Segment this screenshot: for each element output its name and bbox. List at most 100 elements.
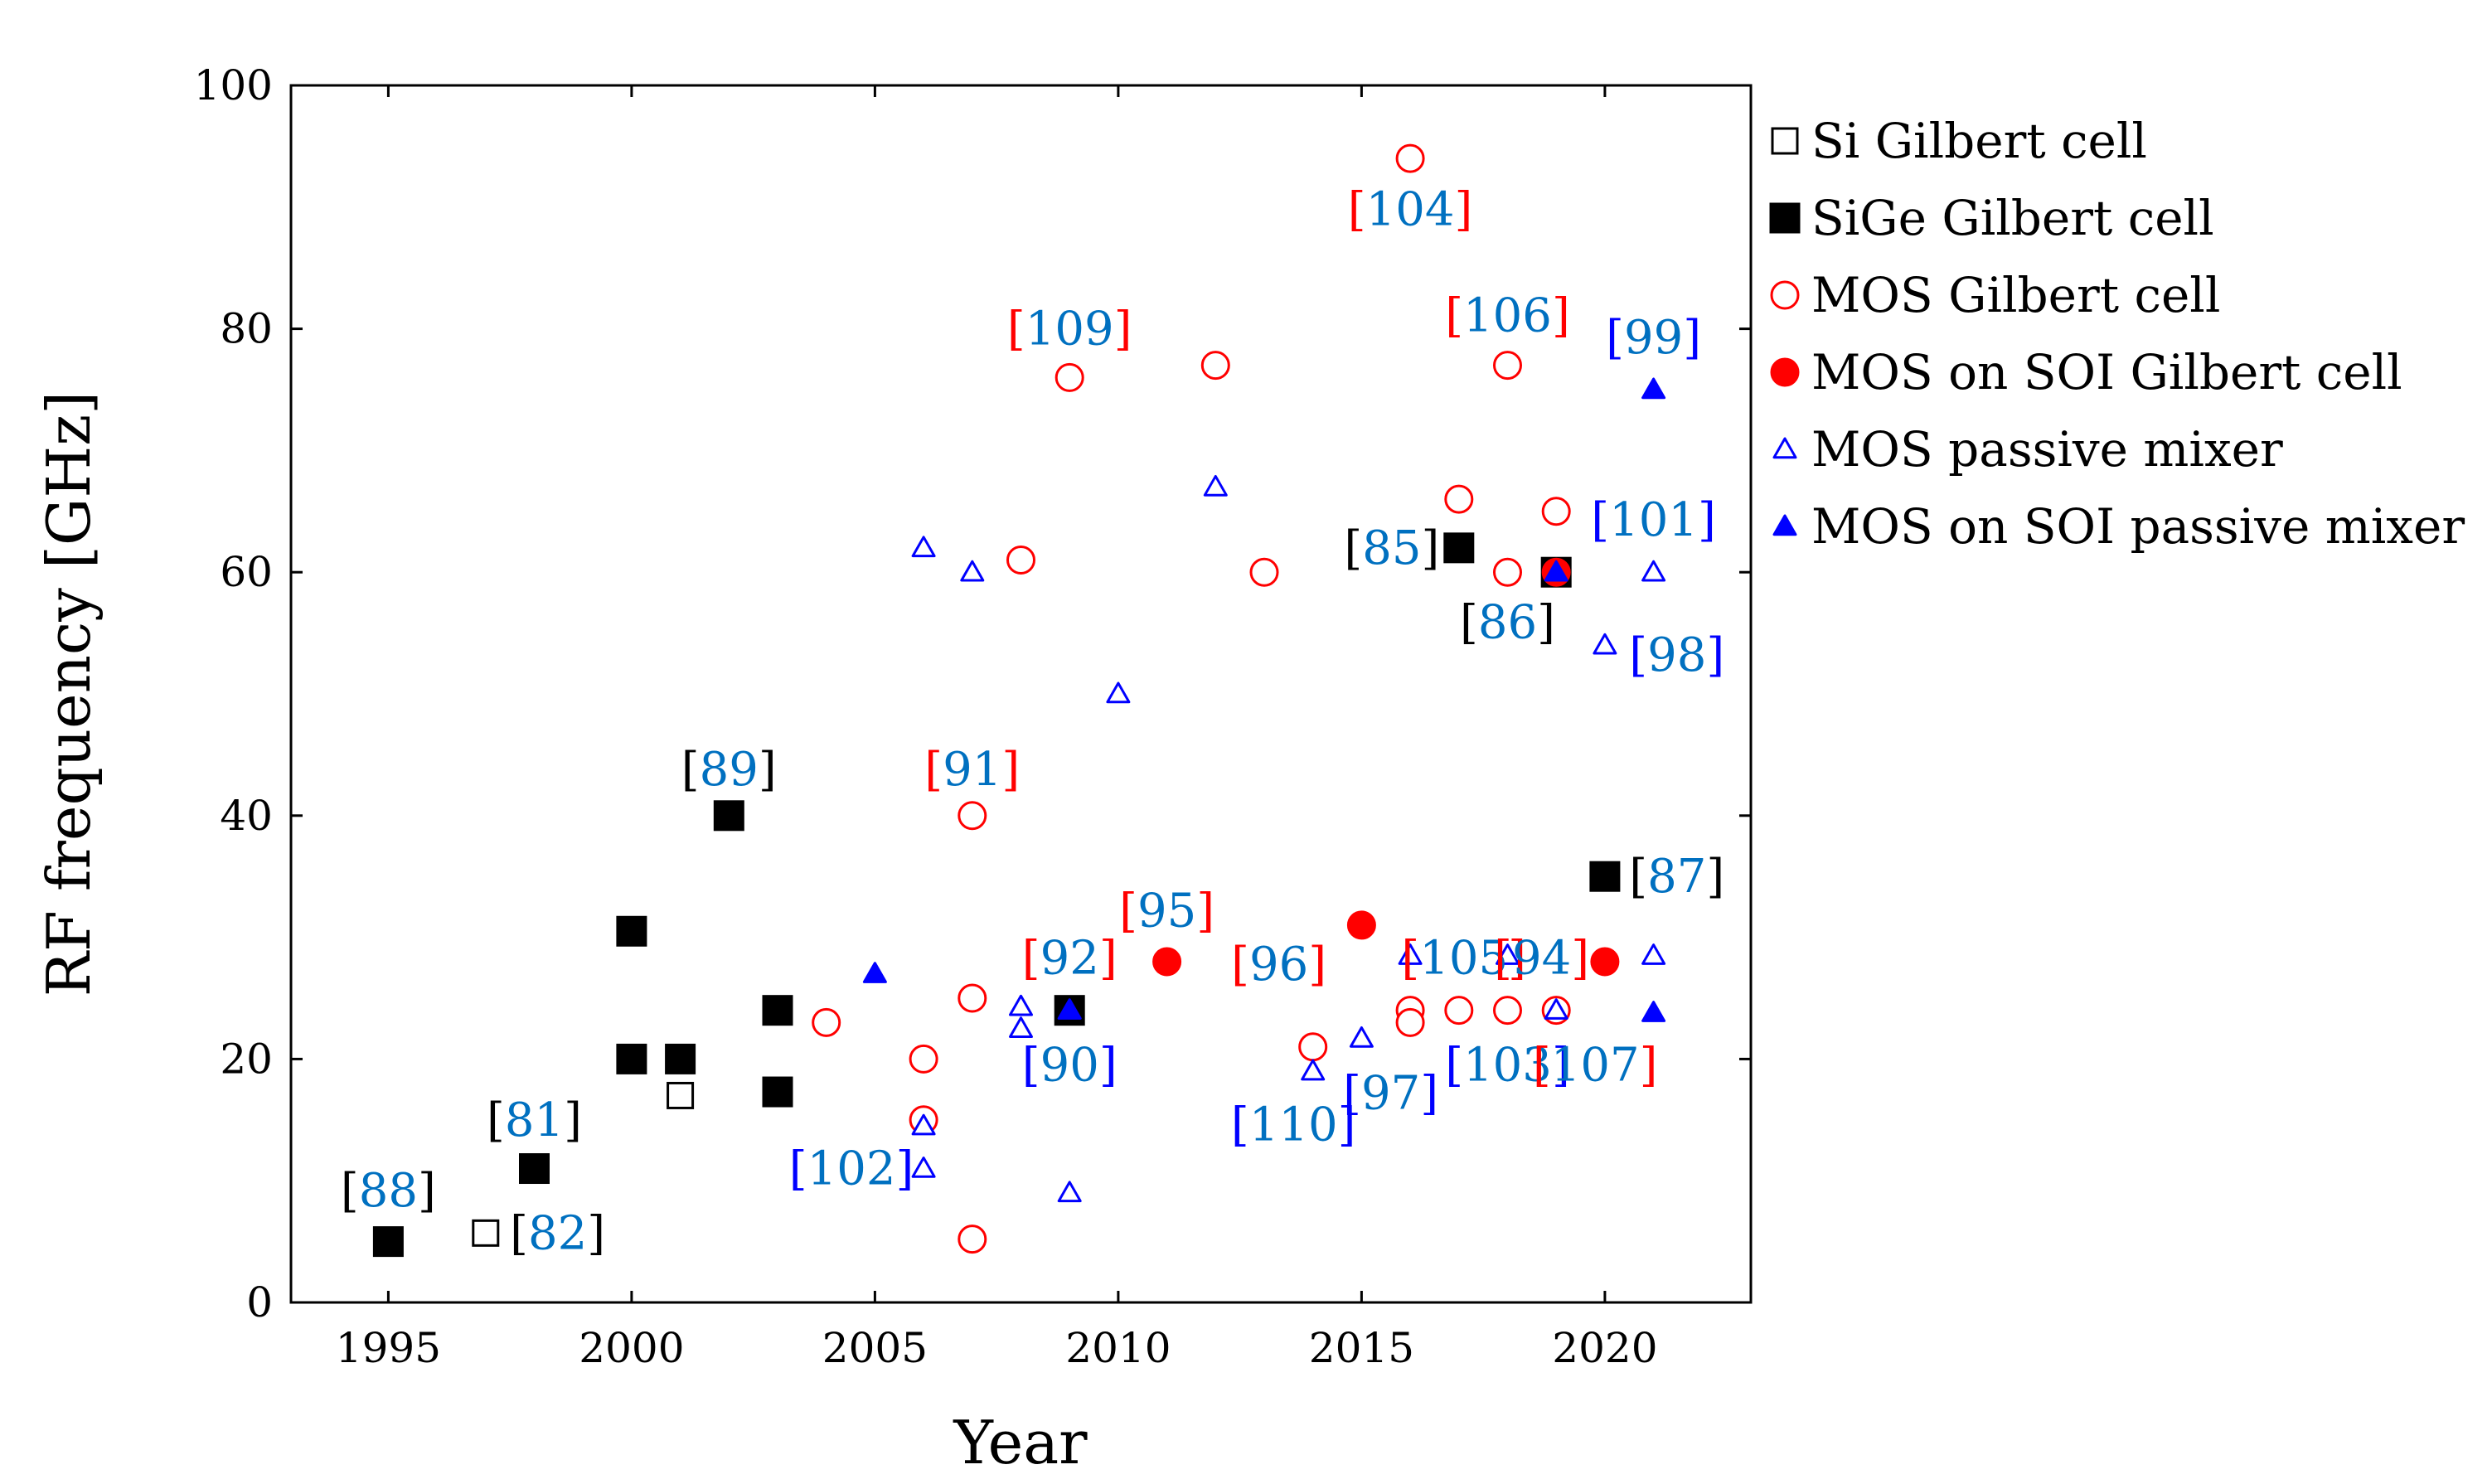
- data-point: [1395, 143, 1425, 173]
- data-point: [616, 915, 647, 947]
- citation-label: [110]: [1231, 1098, 1356, 1152]
- legend-item: SiGe Gilbert cell: [1769, 190, 2214, 246]
- x-tick-label: 1995: [336, 1324, 441, 1372]
- data-point: [960, 560, 985, 582]
- legend-marker: [1771, 127, 1799, 155]
- data-point: [1346, 910, 1376, 940]
- data-point: [1249, 557, 1279, 587]
- data-point: [1496, 943, 1520, 965]
- data-point: [911, 1113, 936, 1136]
- data-point: [1057, 998, 1082, 1020]
- citation-label: [88]: [341, 1164, 436, 1218]
- data-point: [909, 1044, 938, 1074]
- y-tick-label: 100: [194, 61, 273, 109]
- data-point: [1544, 998, 1568, 1020]
- citation-label: [95]: [1119, 884, 1214, 938]
- data-point: [762, 1076, 793, 1108]
- data-point: [1641, 943, 1666, 965]
- citation-label: [86]: [1460, 595, 1555, 649]
- legend-label: Si Gilbert cell: [1811, 113, 2147, 169]
- citation-label: [98]: [1629, 628, 1724, 682]
- legend-label: MOS Gilbert cell: [1811, 267, 2220, 323]
- x-tick-label: 2020: [1552, 1324, 1657, 1372]
- x-tick-label: 2000: [579, 1324, 684, 1372]
- data-point: [1298, 1032, 1328, 1062]
- citation-label: [89]: [681, 743, 777, 797]
- legend: Si Gilbert cell SiGe Gilbert cell MOS Gilb…: [1769, 113, 2465, 555]
- data-point: [911, 1157, 936, 1178]
- legend-item: MOS passive mixer: [1772, 421, 2283, 478]
- citation-label: [106]: [1445, 289, 1570, 342]
- legend-marker: [1770, 357, 1800, 387]
- citation-label: [81]: [487, 1094, 582, 1147]
- citation-label: [82]: [510, 1206, 605, 1260]
- citation-label: [90]: [1022, 1039, 1118, 1093]
- data-point: [616, 1043, 647, 1074]
- data-point: [519, 1153, 550, 1185]
- data-point: [1200, 351, 1230, 381]
- citation-label: [99]: [1606, 311, 1701, 365]
- data-point: [1444, 484, 1474, 514]
- series-si-gilbert-cell: [472, 1081, 695, 1247]
- data-point: [1006, 546, 1035, 575]
- legend-item: MOS Gilbert cell: [1770, 267, 2220, 323]
- data-point: [958, 983, 987, 1013]
- x-axis: 1995 2000 2005 2010 2015 2020: [336, 85, 1658, 1372]
- x-axis-title: Year: [953, 1408, 1088, 1477]
- citation-label: [105]: [1401, 932, 1526, 986]
- series-mos-passive-mixer: [911, 474, 1666, 1203]
- data-point: [1203, 474, 1228, 497]
- data-point: [1443, 532, 1475, 564]
- y-tick-label: 80: [220, 305, 273, 353]
- y-tick-label: 60: [220, 548, 273, 596]
- citation-label: [92]: [1022, 932, 1118, 986]
- series-sige-gilbert-cell: [372, 532, 1621, 1258]
- data-point: [1398, 943, 1423, 965]
- data-point: [1641, 560, 1666, 582]
- citation-label: [91]: [924, 743, 1020, 797]
- data-point: [1641, 377, 1666, 400]
- citation-label: [87]: [1629, 850, 1724, 904]
- data-point: [1493, 557, 1522, 587]
- data-point: [958, 801, 987, 831]
- data-point: [1152, 947, 1182, 977]
- data-point: [1349, 1026, 1374, 1048]
- citation-label: [96]: [1231, 938, 1326, 992]
- data-point: [1009, 1016, 1033, 1038]
- series-mos-on-soi-passive-mixer: [862, 377, 1666, 1022]
- legend-label: MOS on SOI Gilbert cell: [1811, 344, 2402, 400]
- data-point: [667, 1081, 695, 1109]
- data-point: [1395, 1007, 1425, 1037]
- data-point: [911, 536, 936, 558]
- data-point: [762, 995, 793, 1026]
- legend-marker: [1772, 514, 1797, 536]
- data-point: [1493, 351, 1522, 381]
- citation-label: [107]: [1533, 1039, 1658, 1093]
- data-point: [958, 1225, 987, 1254]
- data-point: [1590, 947, 1620, 977]
- data-point: [665, 1043, 696, 1074]
- series-mos-gilbert-cell: [812, 143, 1571, 1254]
- data-point: [1444, 996, 1474, 1026]
- citation-label: [94]: [1494, 932, 1589, 986]
- plot-frame: [289, 84, 1753, 1304]
- data-point: [372, 1226, 404, 1258]
- y-axis-title: RF frequency [GHz]: [34, 391, 104, 997]
- plot-marks: [372, 143, 1666, 1258]
- data-point: [1054, 362, 1084, 392]
- y-tick-label: 40: [220, 792, 273, 840]
- annotations: [88] [82] [81] [89] [102] [91] [109] [92] [90] [9…: [341, 183, 1724, 1261]
- data-point: [1641, 1001, 1666, 1022]
- data-point: [713, 800, 744, 832]
- citation-label: [102]: [789, 1142, 914, 1196]
- citation-label: [101]: [1591, 493, 1716, 547]
- y-axis: 0 20 40 60 80 100: [194, 61, 1751, 1326]
- legend-label: MOS on SOI passive mixer: [1811, 498, 2465, 555]
- legend-item: MOS on SOI passive mixer: [1772, 498, 2465, 555]
- x-tick-label: 2005: [822, 1324, 928, 1372]
- citation-label: [109]: [1007, 303, 1132, 356]
- data-point: [1593, 633, 1617, 655]
- citation-label: [85]: [1344, 521, 1439, 575]
- data-point: [1589, 861, 1621, 892]
